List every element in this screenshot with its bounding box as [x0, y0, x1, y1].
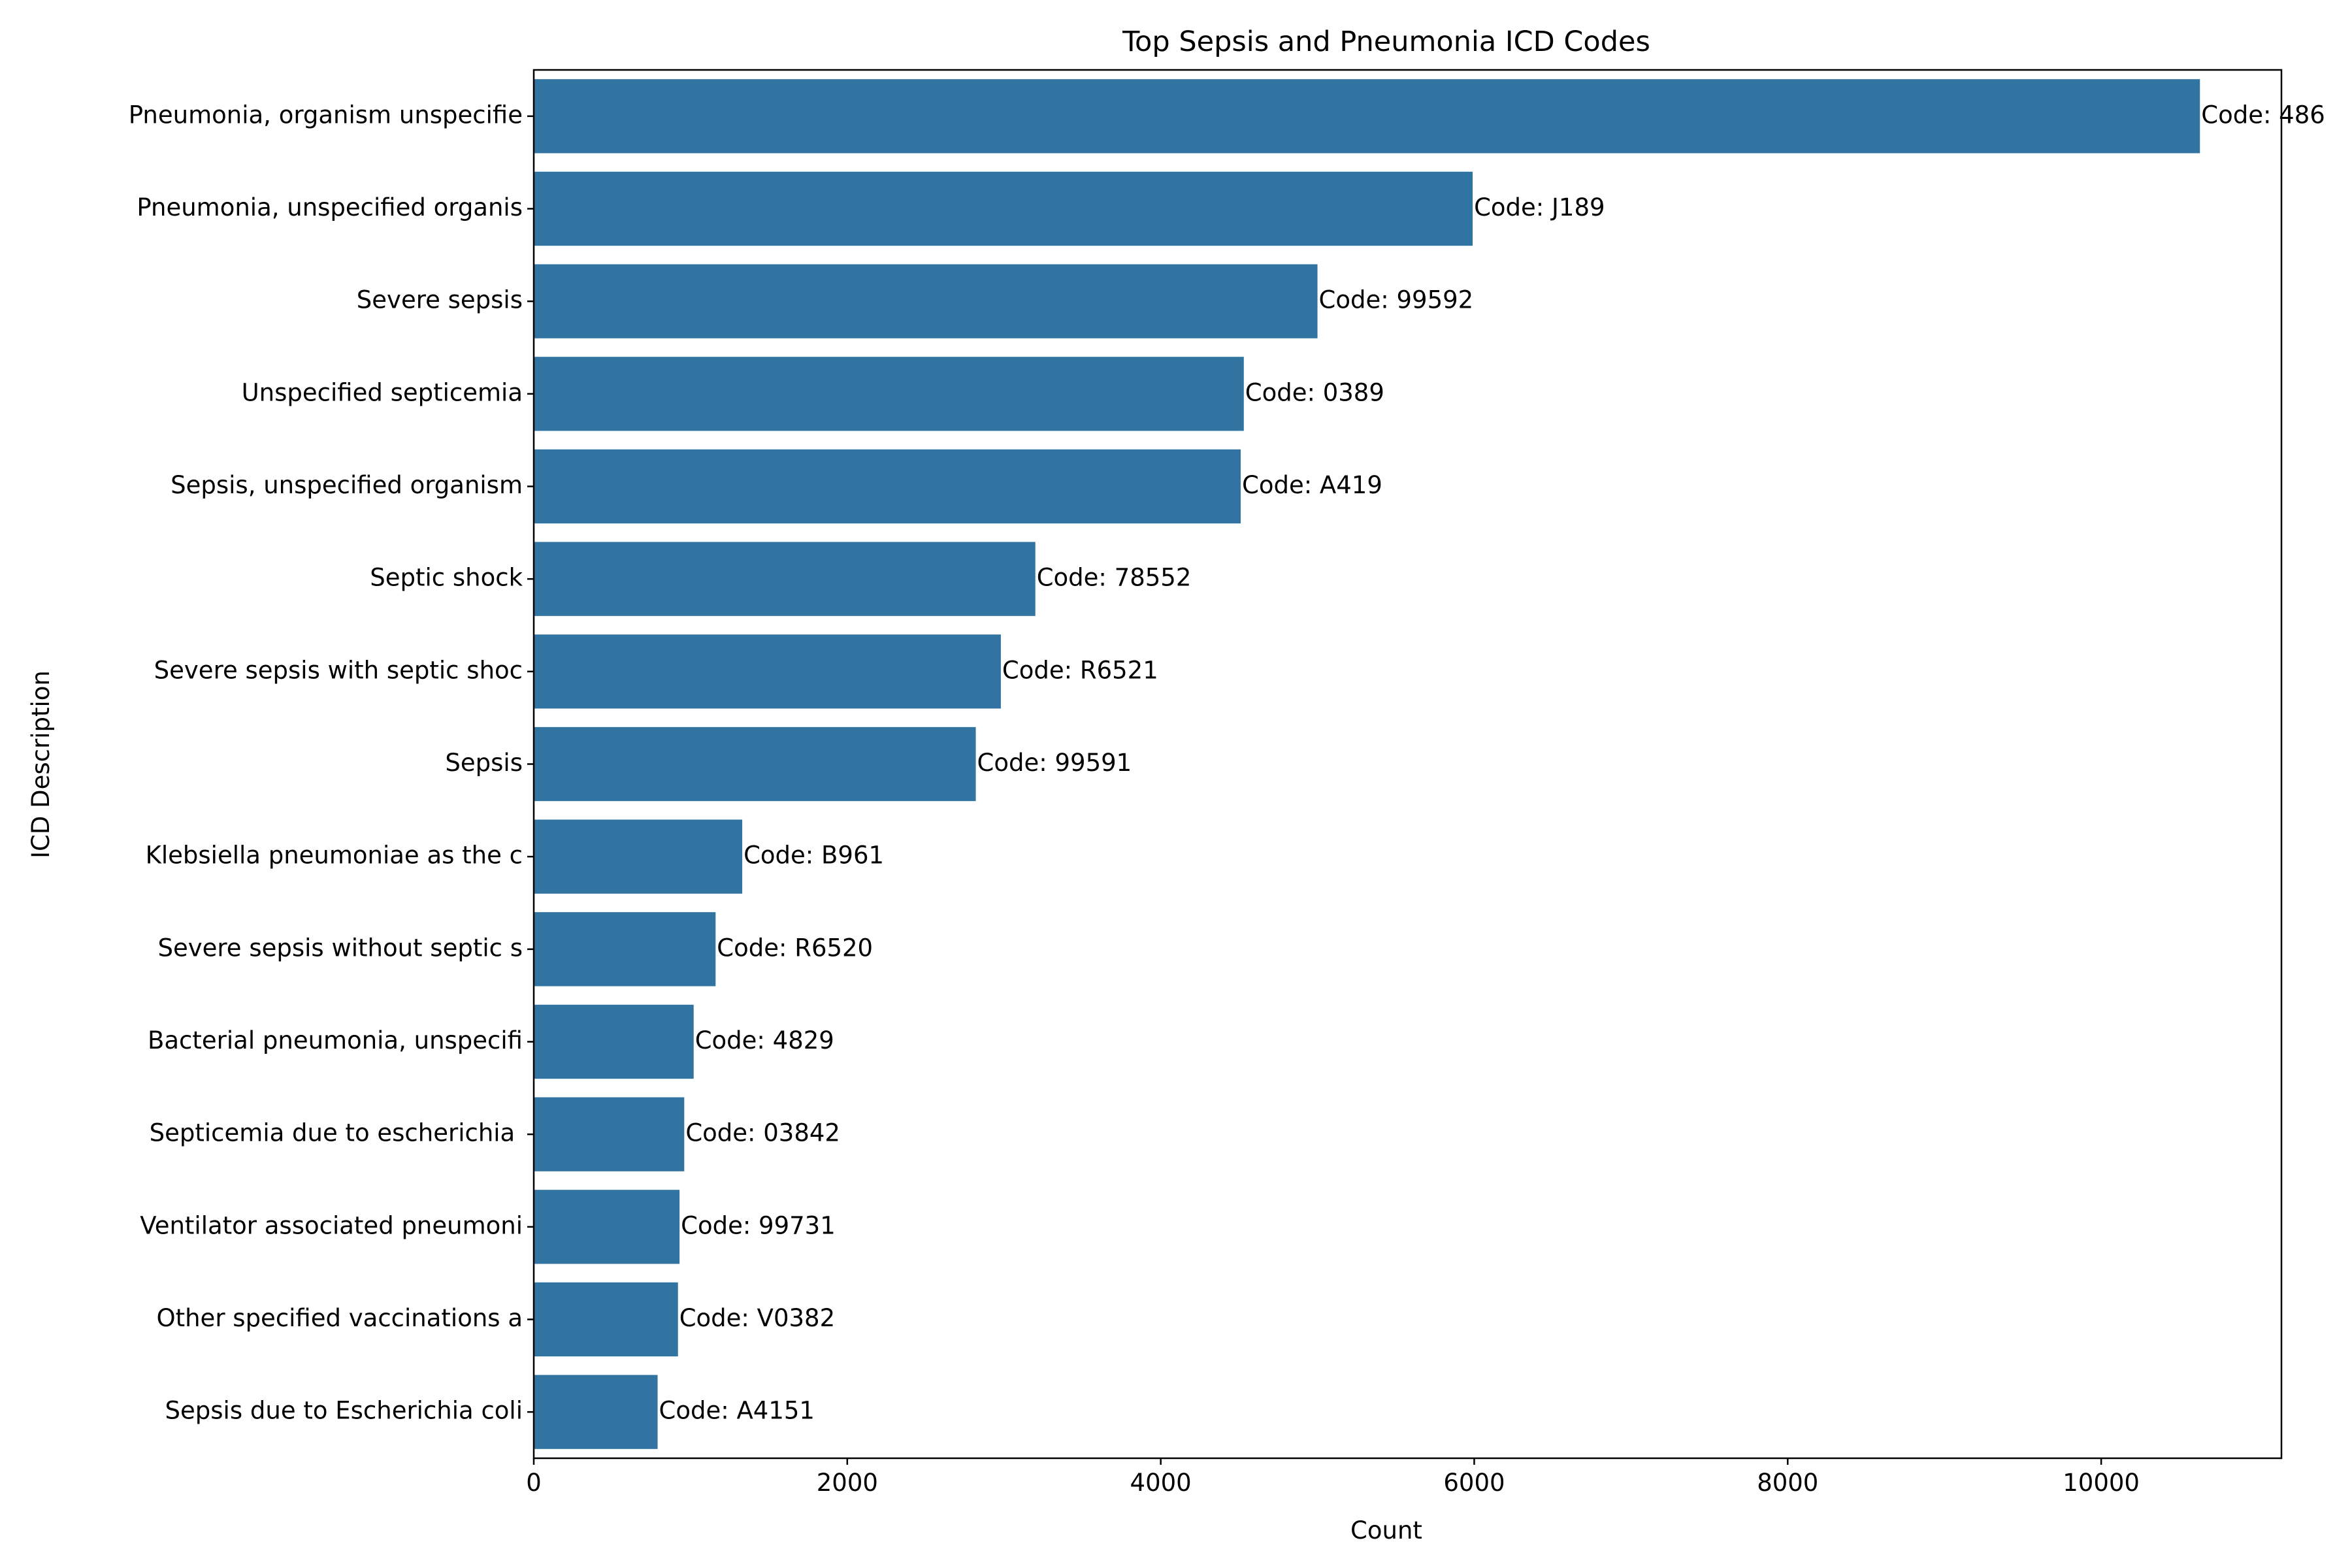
bar — [534, 264, 1318, 338]
y-tick-label: Other specified vaccinations a — [156, 1304, 523, 1332]
bar-data-label: Code: R6520 — [717, 934, 873, 962]
bar-data-label: Code: 99731 — [681, 1211, 836, 1239]
y-axis: Pneumonia, organism unspecifie Pneumonia,… — [129, 101, 534, 1425]
plot-frame — [532, 69, 2283, 1460]
y-tick-label: Sepsis due to Escherichia coli — [165, 1397, 523, 1425]
bar-data-label: Code: R6521 — [1002, 656, 1158, 684]
bar-data-label: Code: B961 — [743, 841, 884, 870]
x-axis-label: Count — [1350, 1516, 1422, 1544]
y-tick-label: Severe sepsis — [357, 286, 523, 314]
bar — [534, 1375, 658, 1449]
bar-data-label: Code: 4829 — [695, 1026, 834, 1054]
bar — [534, 1282, 678, 1357]
bar — [534, 79, 2200, 154]
bar — [534, 1097, 685, 1171]
bar-data-label: Code: 0389 — [1245, 378, 1384, 406]
y-tick-label: Pneumonia, unspecified organis — [137, 193, 523, 221]
x-tick-label: 2000 — [817, 1469, 878, 1497]
bar-data-label: Code: V0382 — [679, 1304, 835, 1332]
y-tick-label: Ventilator associated pneumoni — [140, 1211, 523, 1239]
x-tick-label: 0 — [526, 1469, 542, 1497]
y-tick-label: Septicemia due to escherichia — [150, 1119, 523, 1147]
bar — [534, 634, 1001, 709]
y-tick-label: Klebsiella pneumoniae as the c — [146, 841, 523, 870]
x-tick-label: 4000 — [1130, 1469, 1192, 1497]
y-tick-label: Unspecified septicemia — [242, 378, 523, 406]
bar-data-label: Code: 99592 — [1319, 286, 1474, 314]
bar-data-label: Code: 78552 — [1037, 564, 1192, 592]
bar-data-label: Code: A4151 — [659, 1397, 815, 1425]
y-tick-label: Severe sepsis with septic shoc — [154, 656, 523, 684]
bar-data-label: Code: J189 — [1474, 193, 1605, 221]
bar — [534, 357, 1244, 431]
bar — [534, 1190, 680, 1264]
bar — [534, 819, 743, 894]
bar — [534, 449, 1241, 524]
bar-data-label: Code: 99591 — [977, 749, 1132, 777]
bar — [534, 1004, 694, 1079]
chart-title: Top Sepsis and Pneumonia ICD Codes — [1122, 25, 1650, 58]
bar — [534, 542, 1036, 616]
x-tick-label: 6000 — [1443, 1469, 1505, 1497]
y-tick-label: Bacterial pneumonia, unspecifi — [148, 1026, 523, 1054]
y-axis-label: ICD Description — [27, 670, 55, 858]
bar-data-label: Code: 03842 — [685, 1119, 840, 1147]
x-tick-label: 8000 — [1757, 1469, 1818, 1497]
x-tick-label: 10000 — [2063, 1469, 2140, 1497]
y-tick-label: Sepsis — [445, 749, 523, 777]
bar-data-label: Code: A419 — [1242, 471, 1382, 499]
y-tick-label: Pneumonia, organism unspecifie — [129, 101, 523, 129]
bar — [534, 727, 976, 802]
annotations-layer: Code: 486 Code: J189 Code: 99592 Code: 0389… — [659, 101, 2325, 1424]
y-tick-label: Sepsis, unspecified organism — [171, 471, 523, 499]
bar-data-label: Code: 486 — [2201, 101, 2325, 129]
bars-layer — [534, 79, 2200, 1449]
x-axis: 0 2000 4000 6000 8000 10000 — [526, 1458, 2140, 1497]
y-tick-label: Severe sepsis without septic s — [157, 934, 523, 962]
bar — [534, 171, 1473, 246]
y-tick-label: Septic shock — [370, 564, 523, 592]
bar — [534, 912, 716, 987]
